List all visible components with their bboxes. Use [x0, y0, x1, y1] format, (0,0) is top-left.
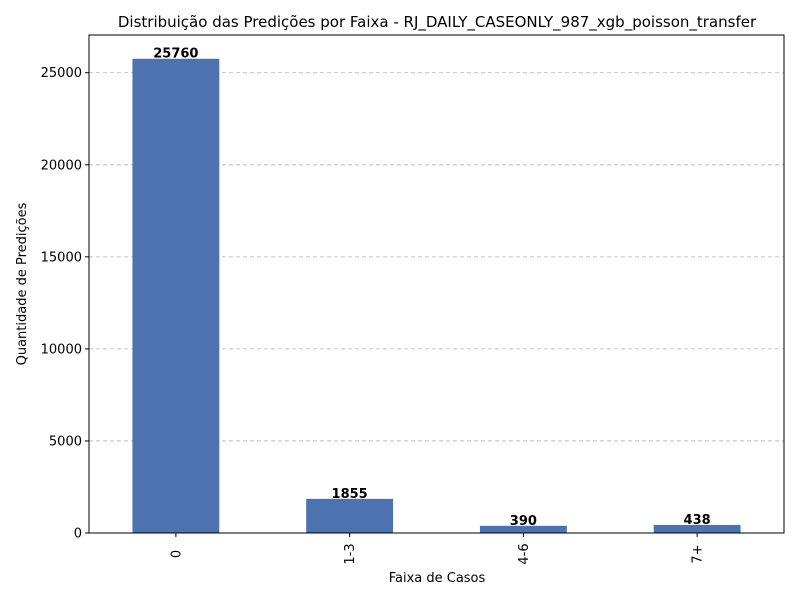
- data-label-1-3: 1855: [332, 487, 368, 502]
- bar-7+: [653, 524, 741, 533]
- plot-frame: [88, 34, 785, 534]
- chart-title: Distribuição das Predições por Faixa - R…: [118, 13, 757, 32]
- x-tick-label-0: 0: [169, 550, 184, 558]
- bar-layer: [132, 58, 741, 533]
- y-tick-label: 10000: [41, 342, 82, 357]
- data-label-0: 25760: [153, 47, 198, 62]
- data-label-4-6: 390: [510, 514, 537, 529]
- data-label-layer: 25760 1855 390 438: [153, 47, 710, 529]
- bar-1-3: [306, 498, 394, 533]
- y-tick-label: 5000: [49, 434, 82, 449]
- bar-0: [132, 58, 220, 533]
- y-tick-label: 25000: [41, 66, 82, 81]
- y-tick-label: 0: [74, 527, 82, 542]
- x-tick-label-7+: 7+: [691, 544, 706, 563]
- data-label-7+: 438: [684, 513, 711, 528]
- axis-layer: 0 5000 10000 15000 20000 25000 0 1-3 4-6 7+: [41, 34, 785, 565]
- x-tick-label-4-6: 4-6: [517, 543, 532, 564]
- x-axis-label: Faixa de Casos: [389, 571, 486, 586]
- y-tick-label: 20000: [41, 158, 82, 173]
- x-tick-label-1-3: 1-3: [343, 543, 358, 564]
- bar-4-6: [479, 525, 567, 533]
- y-axis-label: Quantidade de Predições: [15, 202, 30, 365]
- y-tick-label: 15000: [41, 250, 82, 265]
